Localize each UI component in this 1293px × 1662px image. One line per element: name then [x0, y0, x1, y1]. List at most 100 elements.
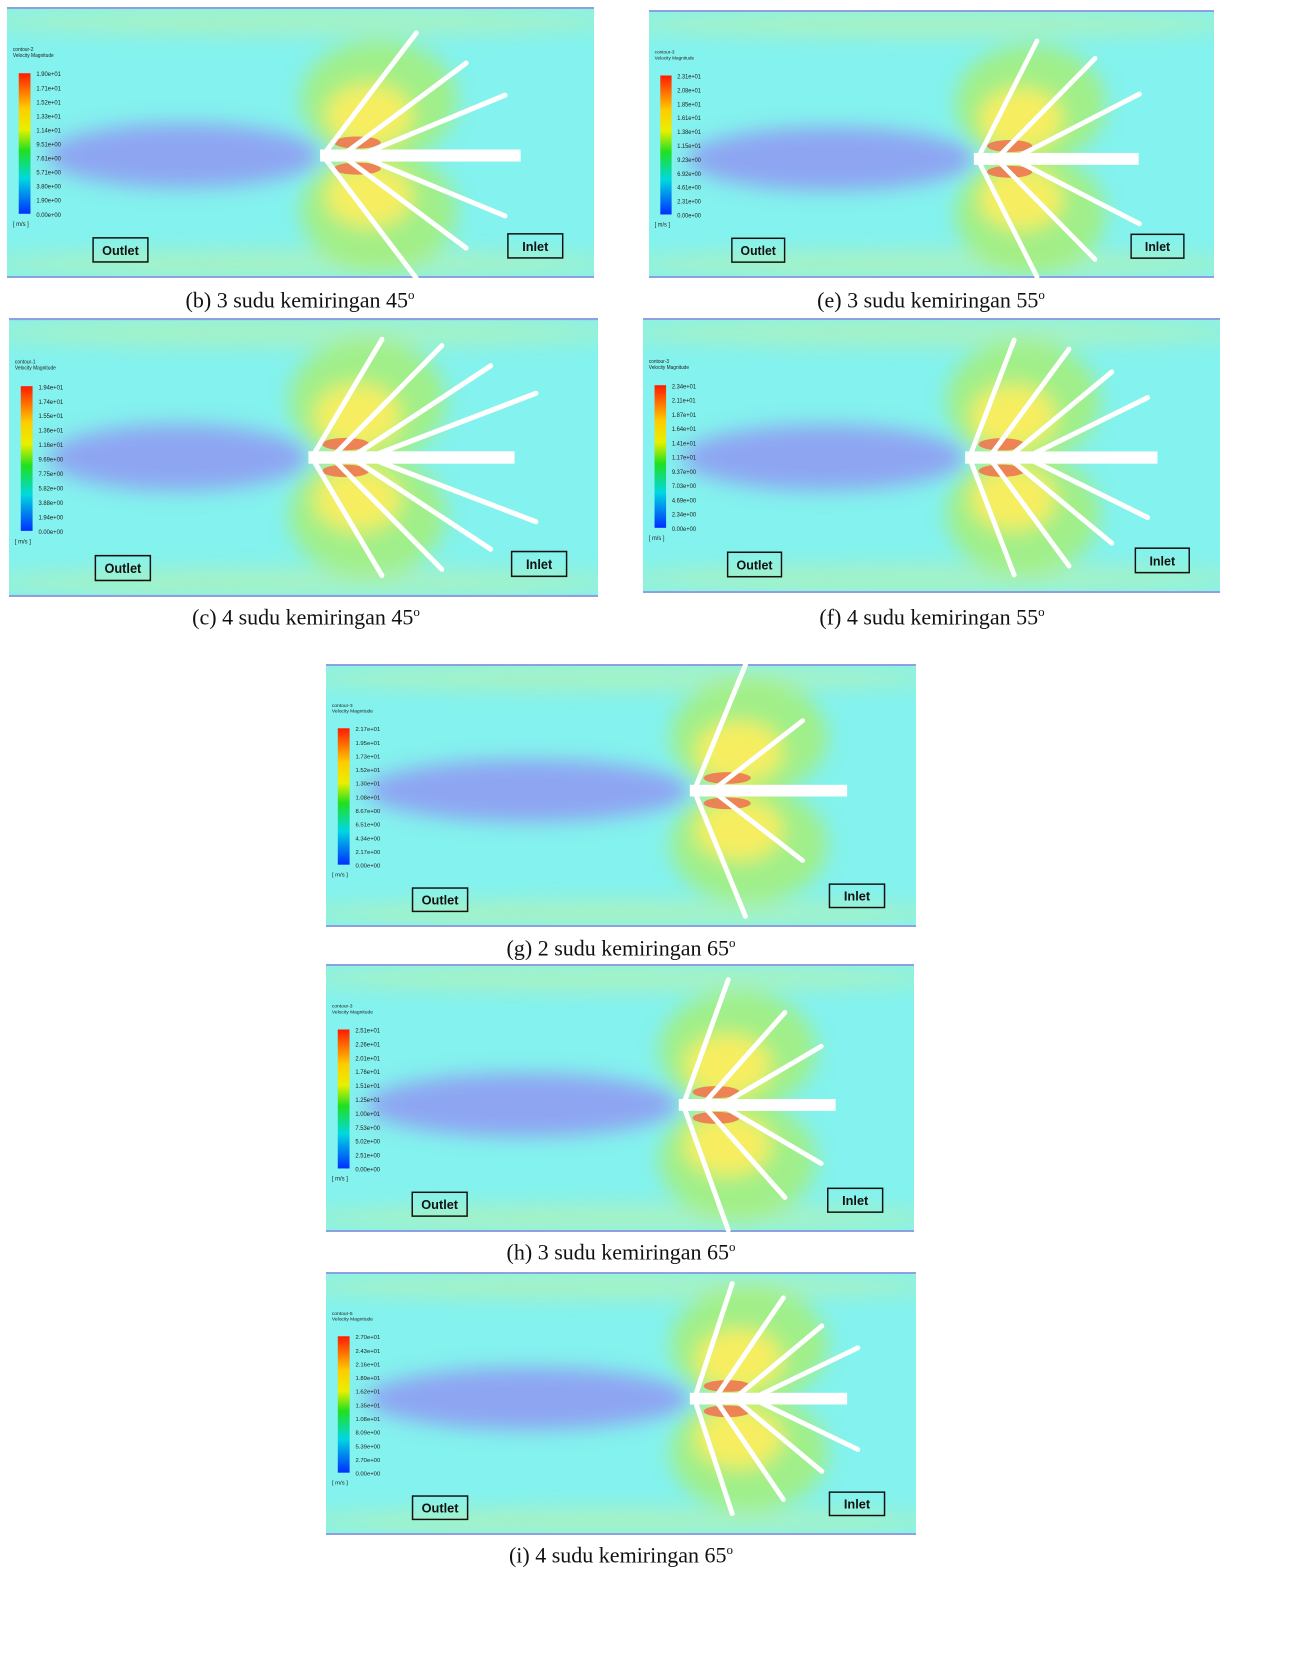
- legend-tick-label: 1.89e+01: [356, 1376, 381, 1382]
- legend-tick-label: 0.00e+00: [356, 864, 381, 870]
- legend-tick-label: 1.41e+01: [672, 441, 697, 447]
- near-wall-band: [649, 10, 1214, 38]
- legend-tick-label: 1.15e+01: [677, 144, 701, 150]
- legend-tick-label: 1.87e+01: [672, 413, 697, 419]
- legend-tick-label: 1.94e+00: [38, 515, 63, 521]
- legend-unit: [ m/s ]: [649, 536, 665, 542]
- inlet-label: Inlet: [1149, 553, 1175, 568]
- inlet-label: Inlet: [526, 557, 553, 572]
- legend-tick-label: 0.00e+00: [36, 213, 61, 219]
- legend-quantity: Velocity Magnitude: [332, 1010, 373, 1016]
- legend-tick-label: 7.53e+00: [355, 1126, 380, 1132]
- caption-text: (i) 4 sudu kemiringan 65: [509, 1542, 727, 1567]
- hub: [690, 1393, 847, 1405]
- legend-unit: [ m/s ]: [332, 1480, 348, 1486]
- near-wall-band: [326, 1508, 916, 1535]
- legend-tick-label: 1.95e+01: [356, 741, 381, 747]
- near-wall-band: [326, 1272, 916, 1299]
- legend-tick-label: 2.08e+01: [677, 88, 701, 94]
- near-wall-band: [649, 250, 1214, 278]
- near-wall-band: [7, 7, 594, 35]
- wake: [687, 127, 974, 191]
- legend-tick-label: 1.76e+01: [355, 1070, 380, 1076]
- hub: [965, 451, 1157, 463]
- caption: (c) 4 sudu kemiringan 45o: [192, 604, 420, 630]
- legend-unit: [ m/s ]: [13, 222, 29, 228]
- legend-tick-label: 7.75e+00: [38, 472, 63, 478]
- legend-tick-label: 1.61e+01: [677, 116, 701, 122]
- legend-quantity: Velocity Magnitude: [332, 1317, 373, 1323]
- legend-tick-label: 1.94e+01: [38, 385, 63, 391]
- outlet-label: Outlet: [104, 561, 141, 576]
- legend-title: contour-2: [13, 47, 34, 53]
- legend-tick-label: 1.73e+01: [356, 755, 381, 761]
- legend-tick-label: 9.69e+00: [38, 458, 63, 464]
- legend-unit: [ m/s ]: [655, 222, 671, 228]
- legend-tick-label: 2.43e+01: [356, 1349, 381, 1355]
- legend-tick-label: 4.69e+00: [672, 498, 697, 504]
- legend-tick-label: 1.74e+01: [38, 400, 63, 406]
- outlet-label: Outlet: [421, 1197, 459, 1212]
- colorbar: [338, 1336, 350, 1472]
- legend-tick-label: 2.31e+01: [677, 74, 701, 80]
- legend-tick-label: 1.33e+01: [36, 114, 61, 120]
- legend-tick-label: 1.64e+01: [672, 427, 697, 433]
- legend-quantity: Velocity Magnitude: [332, 709, 373, 715]
- wake: [365, 1073, 679, 1137]
- legend-tick-label: 2.70e+01: [356, 1335, 381, 1341]
- legend-tick-label: 1.25e+01: [355, 1098, 380, 1104]
- legend-tick-label: 1.90e+00: [36, 199, 61, 205]
- near-wall-band: [326, 664, 916, 691]
- legend-tick-label: 1.52e+01: [36, 100, 61, 106]
- legend-tick-label: 0.00e+00: [677, 213, 701, 219]
- caption: (h) 3 sudu kemiringan 65o: [507, 1239, 736, 1265]
- caption-text: (e) 3 sudu kemiringan 55: [817, 287, 1038, 312]
- legend-tick-label: 1.55e+01: [38, 414, 63, 420]
- outlet-label: Outlet: [422, 1501, 460, 1516]
- legend-tick-label: 6.92e+00: [677, 172, 701, 178]
- near-wall-band: [643, 318, 1220, 347]
- inlet-label: Inlet: [522, 239, 549, 254]
- near-wall-band: [326, 1204, 914, 1232]
- legend-tick-label: 9.37e+00: [672, 470, 697, 476]
- legend-tick-label: 2.26e+01: [355, 1042, 380, 1048]
- legend-title: contour-3: [649, 359, 669, 365]
- colorbar: [338, 728, 350, 864]
- near-wall-band: [9, 568, 598, 597]
- caption-degree: o: [729, 935, 736, 950]
- legend-quantity: Velocity Magnitude: [655, 56, 695, 62]
- hub: [974, 153, 1139, 165]
- legend-tick-label: 1.08e+01: [356, 795, 381, 801]
- hub: [679, 1099, 836, 1111]
- legend-tick-label: 0.00e+00: [672, 527, 697, 533]
- inlet-label: Inlet: [1145, 240, 1171, 254]
- inlet-label: Inlet: [844, 1497, 871, 1512]
- hub: [308, 451, 514, 463]
- legend-tick-label: 7.03e+00: [672, 484, 697, 490]
- caption-text: (g) 2 sudu kemiringan 65: [507, 935, 729, 960]
- legend-tick-label: 1.71e+01: [36, 86, 61, 92]
- wake: [365, 1367, 690, 1429]
- legend-tick-label: 4.61e+00: [677, 186, 701, 192]
- legend-tick-label: 2.16e+01: [356, 1363, 381, 1369]
- colorbar: [655, 385, 667, 528]
- contour-panel: contour-3Velocity Magnitude2.34e+012.11e…: [643, 318, 1220, 593]
- wake: [48, 424, 308, 490]
- legend-tick-label: 1.30e+01: [356, 782, 381, 788]
- legend-tick-label: 2.11e+01: [672, 398, 696, 404]
- legend-title: contour-5: [332, 1311, 353, 1317]
- contour-panel: contour-3Velocity Magnitude2.31e+012.08e…: [649, 10, 1214, 278]
- legend-tick-label: 9.51e+00: [36, 142, 61, 148]
- caption-degree: o: [1038, 604, 1045, 619]
- legend-tick-label: 1.51e+01: [355, 1084, 380, 1090]
- caption-text: (c) 4 sudu kemiringan 45: [192, 604, 413, 629]
- legend-tick-label: 8.09e+00: [356, 1431, 381, 1437]
- outlet-label: Outlet: [737, 557, 774, 572]
- legend-tick-label: 1.36e+01: [38, 429, 63, 435]
- caption: (i) 4 sudu kemiringan 65o: [509, 1542, 733, 1568]
- legend-tick-label: 0.00e+00: [356, 1472, 381, 1478]
- legend-tick-label: 2.31e+00: [677, 199, 701, 205]
